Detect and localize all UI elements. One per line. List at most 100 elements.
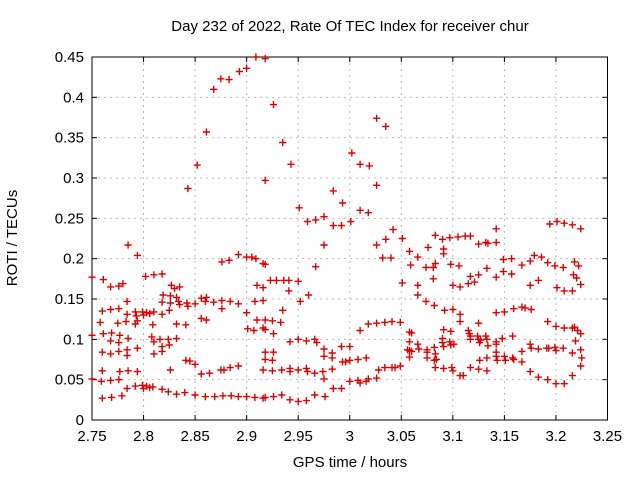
data-point-marker <box>321 393 329 401</box>
data-point-marker <box>279 138 287 147</box>
data-point-marker <box>568 287 576 295</box>
data-point-marker <box>492 309 500 317</box>
data-point-marker <box>131 308 139 316</box>
data-point-marker <box>303 368 312 376</box>
data-point-marker <box>268 317 276 325</box>
data-point-marker <box>202 128 210 136</box>
data-point-marker <box>568 372 576 380</box>
data-point-marker <box>261 316 269 324</box>
data-point-marker <box>182 356 190 364</box>
data-point-marker <box>346 377 354 385</box>
data-point-marker <box>184 302 192 310</box>
data-point-marker <box>202 316 210 324</box>
data-point-marker <box>498 334 506 343</box>
data-point-marker <box>447 260 455 268</box>
data-point-marker <box>456 283 464 291</box>
data-point-marker <box>414 253 422 261</box>
data-point-marker <box>164 335 172 343</box>
data-point-marker <box>244 325 252 333</box>
data-point-marker <box>210 298 218 306</box>
data-point-marker <box>551 343 559 351</box>
data-point-marker <box>122 318 130 326</box>
data-point-marker <box>571 337 580 345</box>
data-point-marker <box>454 233 462 241</box>
data-point-marker <box>96 318 104 326</box>
data-point-marker <box>115 282 123 290</box>
data-point-marker <box>482 332 490 340</box>
data-point-marker <box>107 305 115 314</box>
data-point-marker <box>356 206 364 214</box>
y-tick-label: 0.05 <box>55 372 84 389</box>
data-point-marker <box>508 255 516 263</box>
data-point-marker <box>440 343 448 351</box>
data-point-marker <box>159 291 167 299</box>
data-point-marker <box>456 310 464 318</box>
data-point-marker <box>158 310 166 318</box>
data-point-marker <box>347 218 355 226</box>
data-point-marker <box>509 332 517 340</box>
data-point-marker <box>466 272 474 280</box>
data-point-marker <box>259 366 267 374</box>
data-point-marker <box>158 270 166 278</box>
data-point-marker <box>338 199 347 207</box>
data-point-marker <box>166 292 174 300</box>
data-point-marker <box>577 225 585 233</box>
data-point-marker <box>518 347 526 355</box>
data-point-marker <box>302 337 310 345</box>
data-point-marker <box>466 335 474 343</box>
data-point-marker <box>115 305 123 313</box>
data-point-marker <box>405 247 414 255</box>
data-point-marker <box>492 225 500 233</box>
data-point-marker <box>98 367 106 375</box>
data-point-marker <box>320 345 328 353</box>
data-point-marker <box>382 235 390 243</box>
data-point-marker <box>107 337 115 345</box>
data-point-marker <box>123 384 131 393</box>
data-point-marker <box>286 338 294 346</box>
data-point-marker <box>234 362 242 370</box>
data-point-marker <box>466 364 474 372</box>
data-point-marker <box>118 392 126 400</box>
y-axis-label: ROTI / TECUs <box>4 190 21 286</box>
data-point-marker <box>88 375 96 383</box>
data-point-marker <box>577 280 585 289</box>
data-point-marker <box>577 346 585 354</box>
data-point-marker <box>123 351 131 360</box>
data-point-marker <box>286 396 294 404</box>
data-point-marker <box>476 339 484 347</box>
data-point-marker <box>277 318 285 326</box>
data-point-marker <box>243 64 251 72</box>
data-point-marker <box>534 276 542 284</box>
data-point-marker <box>391 364 399 372</box>
data-point-marker <box>123 310 131 318</box>
data-point-marker <box>227 392 235 400</box>
y-tick-label: 0.25 <box>55 210 84 227</box>
data-point-marker <box>431 231 439 239</box>
grid-lines <box>92 57 608 420</box>
data-point-marker <box>449 305 457 314</box>
data-point-marker <box>133 317 141 325</box>
data-point-marker <box>269 393 278 401</box>
data-point-marker <box>217 75 225 83</box>
data-point-marker <box>218 305 226 313</box>
data-point-marker <box>424 243 432 251</box>
data-point-marker <box>526 340 534 348</box>
data-point-marker <box>184 184 192 193</box>
data-point-marker <box>346 343 354 351</box>
data-point-marker <box>172 293 181 301</box>
data-point-marker <box>311 391 319 399</box>
data-point-marker <box>225 256 233 264</box>
data-point-marker <box>356 160 364 168</box>
data-point-marker <box>131 382 139 390</box>
data-point-marker <box>438 235 447 243</box>
x-tick-label: 2.95 <box>284 428 313 445</box>
data-point-marker <box>98 348 106 356</box>
data-point-marker <box>269 101 278 109</box>
data-point-marker <box>234 251 242 259</box>
data-point-marker <box>150 338 158 346</box>
data-point-marker <box>441 306 449 314</box>
data-point-marker <box>165 341 173 349</box>
data-point-marker <box>431 259 439 268</box>
data-point-marker <box>269 348 278 356</box>
data-point-marker <box>313 339 321 347</box>
